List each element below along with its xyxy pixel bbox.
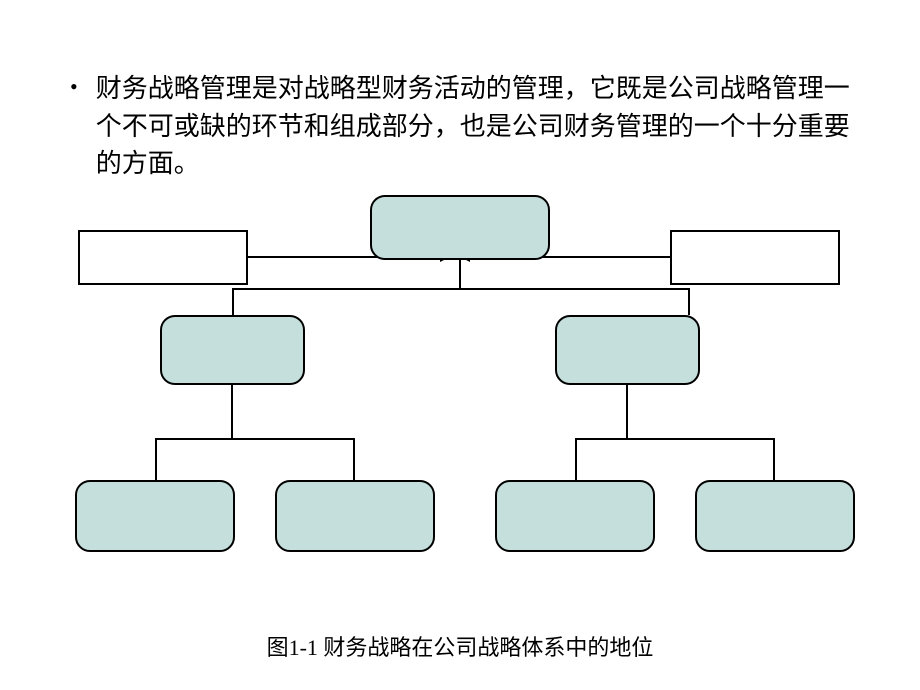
bullet-marker: •	[70, 70, 78, 103]
org-diagram	[0, 195, 920, 615]
connector-line	[626, 385, 628, 440]
connector-line	[232, 288, 690, 290]
bullet-text: 财务战略管理是对战略型财务活动的管理，它既是公司战略管理一个不可或缺的环节和组成…	[96, 70, 870, 183]
diagram-node-bottom-4	[695, 480, 855, 552]
connector-line	[688, 288, 690, 315]
diagram-node-right-rect	[670, 230, 840, 285]
connector-line	[575, 438, 775, 440]
diagram-node-left-rect	[78, 230, 248, 285]
diagram-node-mid-left	[160, 315, 305, 385]
diagram-node-bottom-2	[275, 480, 435, 552]
connector-line	[459, 260, 461, 290]
connector-line	[155, 438, 355, 440]
connector-line	[353, 438, 355, 480]
connector-line	[575, 438, 577, 480]
connector-line	[155, 438, 157, 480]
connector-line	[773, 438, 775, 480]
diagram-node-bottom-1	[75, 480, 235, 552]
figure-caption: 图1-1 财务战略在公司战略体系中的地位	[0, 630, 920, 662]
connector-line	[231, 385, 233, 440]
diagram-node-top	[370, 195, 550, 260]
diagram-node-bottom-3	[495, 480, 655, 552]
bullet-section: • 财务战略管理是对战略型财务活动的管理，它既是公司战略管理一个不可或缺的环节和…	[70, 70, 870, 183]
diagram-node-mid-right	[555, 315, 700, 385]
connector-line	[232, 288, 234, 315]
